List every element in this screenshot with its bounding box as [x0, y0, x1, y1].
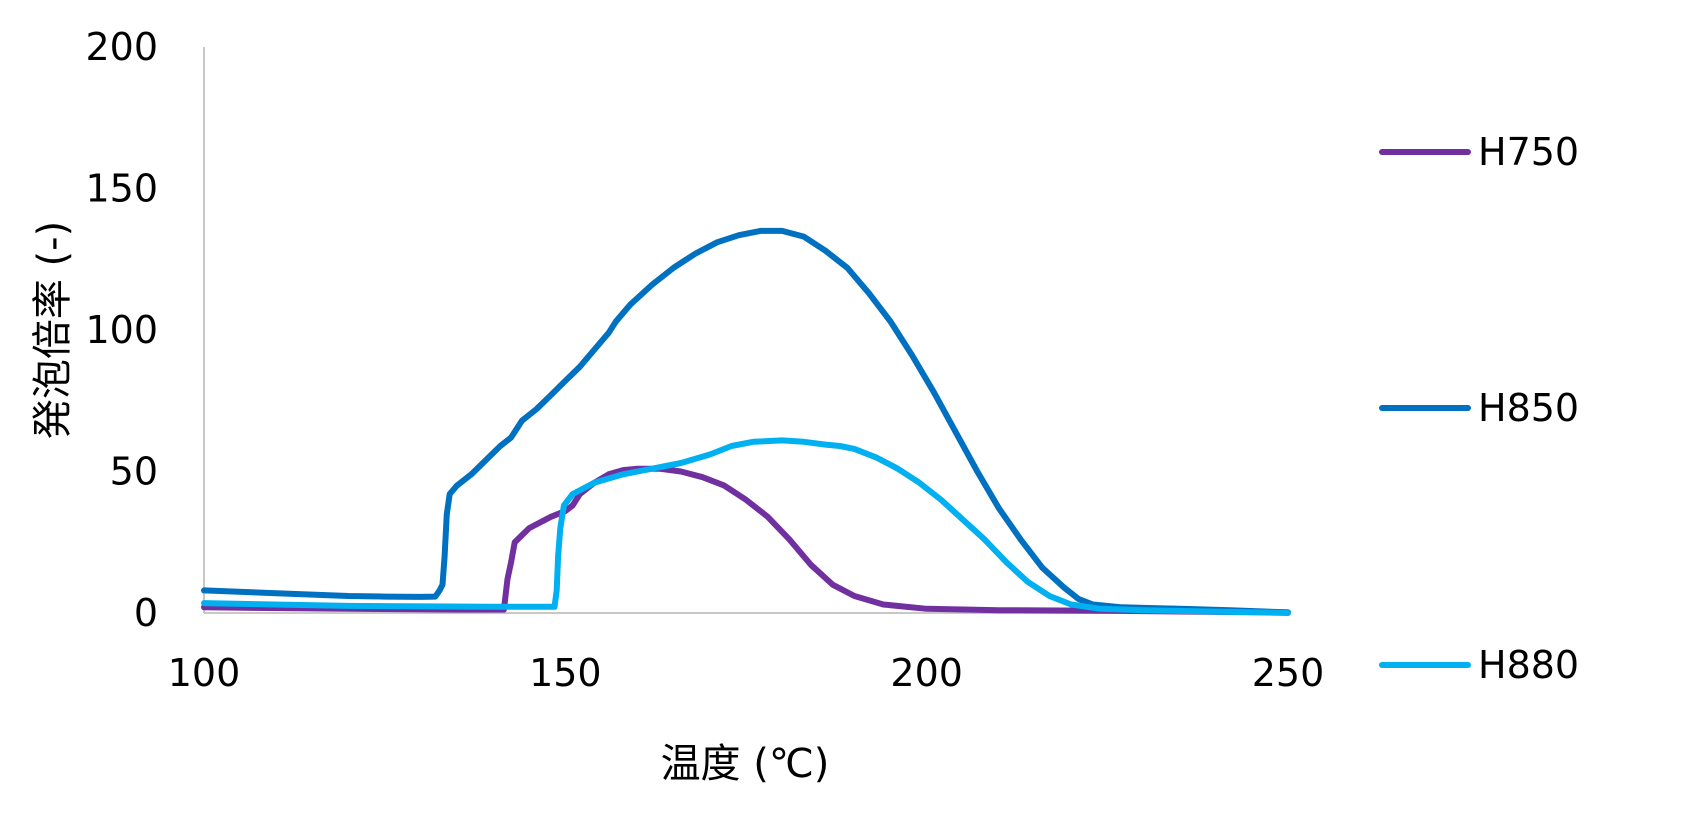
- legend: H750 H850 H880: [1379, 130, 1579, 687]
- y-axis-title: 発泡倍率 (-): [30, 221, 76, 439]
- x-axis-title: 温度 (℃): [661, 741, 830, 787]
- series-line-h750: [201, 465, 1291, 616]
- y-tick-label: 150: [85, 167, 158, 211]
- x-tick-label: 150: [529, 651, 602, 695]
- x-tick-labels: 100 150 200 250: [168, 651, 1325, 695]
- y-tick-label: 100: [85, 308, 158, 352]
- series-line-h850: [201, 227, 1291, 616]
- legend-label-h850: H850: [1478, 386, 1579, 430]
- y-tick-label: 50: [110, 450, 158, 494]
- x-tick-label: 200: [890, 651, 963, 695]
- legend-label-h750: H750: [1478, 130, 1579, 174]
- plot-area: [201, 47, 1291, 616]
- y-tick-labels: 0 50 100 150 200: [85, 25, 158, 635]
- legend-label-h880: H880: [1478, 643, 1579, 687]
- series-line-h880: [201, 437, 1291, 616]
- y-tick-label: 0: [134, 591, 158, 635]
- series-layer: [201, 227, 1291, 616]
- x-tick-label: 100: [168, 651, 241, 695]
- y-tick-label: 200: [85, 25, 158, 69]
- x-tick-label: 250: [1252, 651, 1325, 695]
